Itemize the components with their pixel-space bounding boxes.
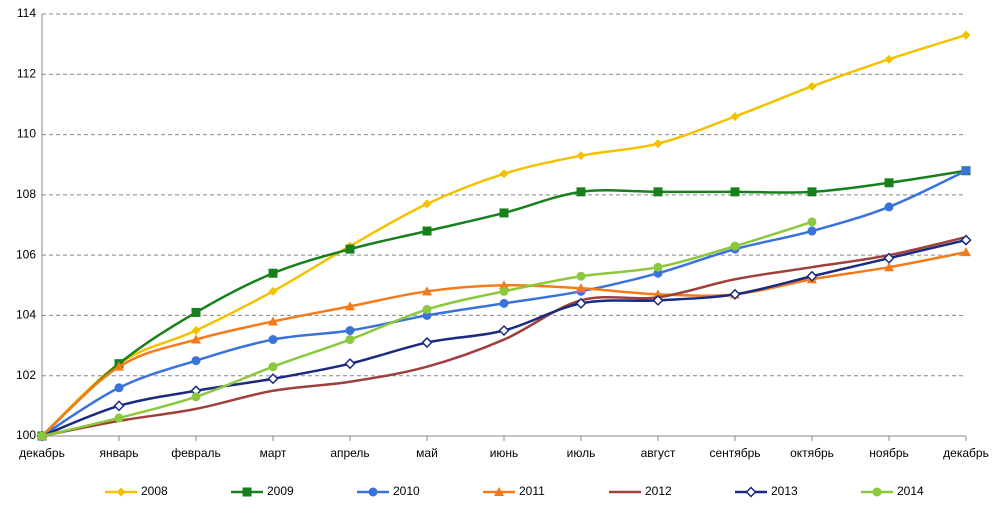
legend-marker [745, 486, 757, 498]
point [730, 111, 740, 121]
point [422, 286, 432, 296]
legend-marker [116, 487, 126, 497]
point [345, 335, 355, 345]
point [884, 54, 894, 64]
point [114, 413, 124, 423]
y-tick-label: 108 [16, 187, 36, 201]
point [653, 139, 663, 149]
point [806, 270, 818, 282]
point [961, 30, 971, 40]
point [576, 187, 586, 197]
point [807, 81, 817, 91]
point [37, 431, 47, 441]
series-line [41, 220, 813, 438]
legend-label: 2010 [393, 484, 420, 498]
point [576, 283, 586, 293]
point [652, 294, 664, 306]
point [422, 199, 432, 209]
point [575, 297, 587, 309]
y-tick-label: 106 [16, 247, 36, 261]
point [499, 208, 509, 218]
y-tick-label: 100 [16, 428, 36, 442]
point [883, 252, 895, 264]
point [499, 169, 509, 179]
y-tick-label: 102 [16, 368, 36, 382]
point [960, 234, 972, 246]
point [114, 383, 124, 393]
legend-label: 2013 [771, 484, 798, 498]
point [191, 334, 201, 344]
point [730, 187, 740, 197]
point [576, 151, 586, 161]
x-tick-label: июнь [490, 446, 519, 460]
legend-label: 2014 [897, 484, 924, 498]
x-tick-label: апрель [330, 446, 369, 460]
x-tick-label: август [641, 446, 676, 460]
point [653, 262, 663, 272]
point [113, 400, 125, 412]
point [421, 336, 433, 349]
point [499, 286, 509, 296]
x-tick-label: февраль [171, 446, 221, 460]
point [576, 271, 586, 281]
legend-label: 2009 [267, 484, 294, 498]
point [884, 262, 894, 272]
point [807, 187, 817, 197]
point [422, 226, 432, 236]
y-tick-label: 114 [17, 6, 36, 20]
point [191, 326, 201, 335]
point [499, 280, 509, 290]
legend-label: 2012 [645, 484, 672, 498]
point [729, 288, 741, 300]
point [191, 356, 201, 366]
x-tick-label: ноябрь [869, 446, 909, 460]
x-tick-label: июль [567, 446, 596, 460]
point [807, 217, 817, 227]
point [344, 358, 356, 370]
point [345, 301, 355, 311]
legend-marker [872, 487, 882, 497]
point [345, 326, 355, 335]
point [268, 286, 278, 296]
y-tick-label: 110 [17, 127, 36, 141]
legend-marker [242, 487, 252, 497]
point [422, 304, 432, 314]
legend-marker [494, 487, 504, 496]
point [268, 362, 278, 372]
x-tick-label: декабрь [19, 446, 65, 460]
point [807, 226, 817, 236]
point [267, 373, 279, 385]
x-tick-label: май [416, 446, 438, 460]
point [268, 316, 278, 326]
point [884, 178, 894, 188]
x-tick-label: март [260, 446, 287, 460]
point [884, 202, 894, 212]
y-tick-label: 112 [17, 66, 36, 80]
point [961, 166, 971, 176]
x-tick-label: январь [100, 446, 139, 460]
legend-label: 2011 [519, 484, 545, 498]
point [191, 307, 201, 317]
point [268, 268, 278, 278]
legend-label: 2008 [141, 484, 168, 498]
series-line [41, 235, 967, 438]
point [191, 392, 201, 402]
x-tick-label: декабрь [943, 446, 989, 460]
point [268, 335, 278, 345]
x-tick-label: октябрь [790, 446, 834, 460]
point [114, 361, 124, 371]
point [730, 241, 740, 251]
point [345, 244, 355, 254]
series-line [41, 250, 967, 437]
point [653, 187, 663, 197]
legend-marker [368, 487, 378, 497]
y-tick-label: 104 [16, 308, 36, 322]
point [499, 298, 509, 308]
point [961, 247, 971, 257]
point [498, 324, 510, 337]
x-tick-label: сентябрь [709, 446, 760, 460]
